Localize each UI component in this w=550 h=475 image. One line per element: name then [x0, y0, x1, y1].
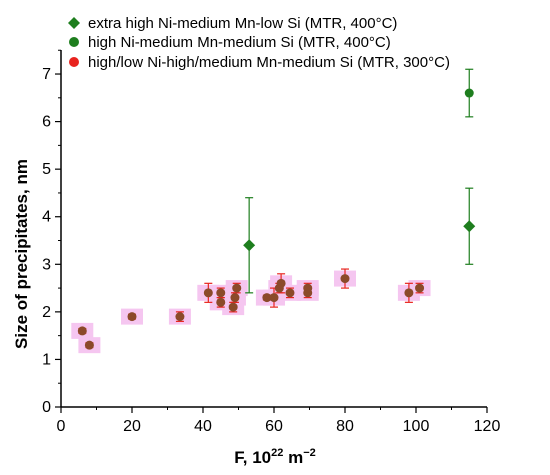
point-circle-s2-p8 — [230, 293, 240, 303]
point-circle-s2-p10 — [262, 293, 272, 303]
point-diamond-s0-p0 — [243, 239, 256, 252]
point-circle-s2-p1 — [84, 340, 94, 350]
point-circle-s2-p13 — [276, 278, 286, 288]
x-tick-label-4: 80 — [336, 418, 354, 435]
point-circle-s2-p7 — [228, 302, 238, 312]
point-circle-s2-p6 — [216, 288, 226, 298]
y-tick-label-2: 2 — [42, 304, 51, 321]
point-circle-s2-p18 — [404, 288, 414, 298]
legend-entry-2: high Ni-medium Mn-medium Si (MTR, 400°C) — [69, 34, 391, 51]
x-tick-label-5: 100 — [403, 418, 430, 435]
point-circle-s2-p16 — [303, 283, 313, 293]
x-tick-label-1: 20 — [123, 418, 141, 435]
y-tick-label-7: 7 — [42, 66, 51, 83]
legend-marker-circle-green — [69, 37, 79, 47]
legend-label-2: high Ni-medium Mn-medium Si (MTR, 400°C) — [88, 34, 391, 51]
y-axis-title: Size of precipitates, nm — [12, 159, 31, 349]
axes: 0 20 40 60 80 100 120 0 1 2 3 4 5 6 7 — [42, 49, 501, 435]
legend-label-1: extra high Ni-medium Mn-low Si (MTR, 400… — [88, 15, 397, 32]
point-circle-s2-p9 — [232, 283, 242, 293]
legend-entry-3: high/low Ni-high/medium Mn-medium Si (MT… — [69, 54, 450, 71]
point-circle-s2-p5 — [216, 297, 226, 307]
y-tick-label-3: 3 — [42, 256, 51, 273]
legend-entry-1: extra high Ni-medium Mn-low Si (MTR, 400… — [68, 15, 397, 32]
point-circle-s2-p3 — [175, 312, 185, 322]
y-tick-label-5: 5 — [42, 161, 51, 178]
legend: extra high Ni-medium Mn-low Si (MTR, 400… — [68, 15, 450, 71]
legend-label-3: high/low Ni-high/medium Mn-medium Si (MT… — [88, 54, 450, 71]
x-axis-title-mid: m — [283, 448, 303, 467]
y-tick-label-1: 1 — [42, 351, 51, 368]
x-axis-title-main: F, 10 — [234, 448, 271, 467]
y-tick-label-4: 4 — [42, 209, 51, 226]
plot-area — [71, 68, 476, 354]
point-circle-s2-p0 — [77, 326, 87, 336]
x-tick-label-0: 0 — [57, 418, 66, 435]
y-tick-label-0: 0 — [42, 399, 51, 416]
x-tick-label-6: 120 — [474, 418, 501, 435]
legend-marker-diamond — [68, 17, 80, 29]
legend-marker-circle-red — [69, 57, 79, 67]
x-axis-title-exp2: −2 — [303, 447, 316, 459]
point-circle-s2-p4 — [203, 288, 213, 298]
point-circle-s1-p0 — [464, 88, 474, 98]
point-circle-s2-p11 — [269, 293, 279, 303]
point-circle-s2-p17 — [340, 274, 350, 284]
x-axis-title: F, 1022 m−2 — [234, 447, 316, 467]
point-diamond-s0-p1 — [463, 220, 476, 233]
point-circle-s2-p14 — [285, 288, 295, 298]
y-tick-label-6: 6 — [42, 114, 51, 131]
x-axis-title-exp1: 22 — [271, 447, 283, 459]
point-circle-s2-p19 — [415, 283, 425, 293]
x-tick-label-2: 40 — [194, 418, 212, 435]
x-tick-label-3: 60 — [265, 418, 283, 435]
point-circle-s2-p2 — [127, 312, 137, 322]
